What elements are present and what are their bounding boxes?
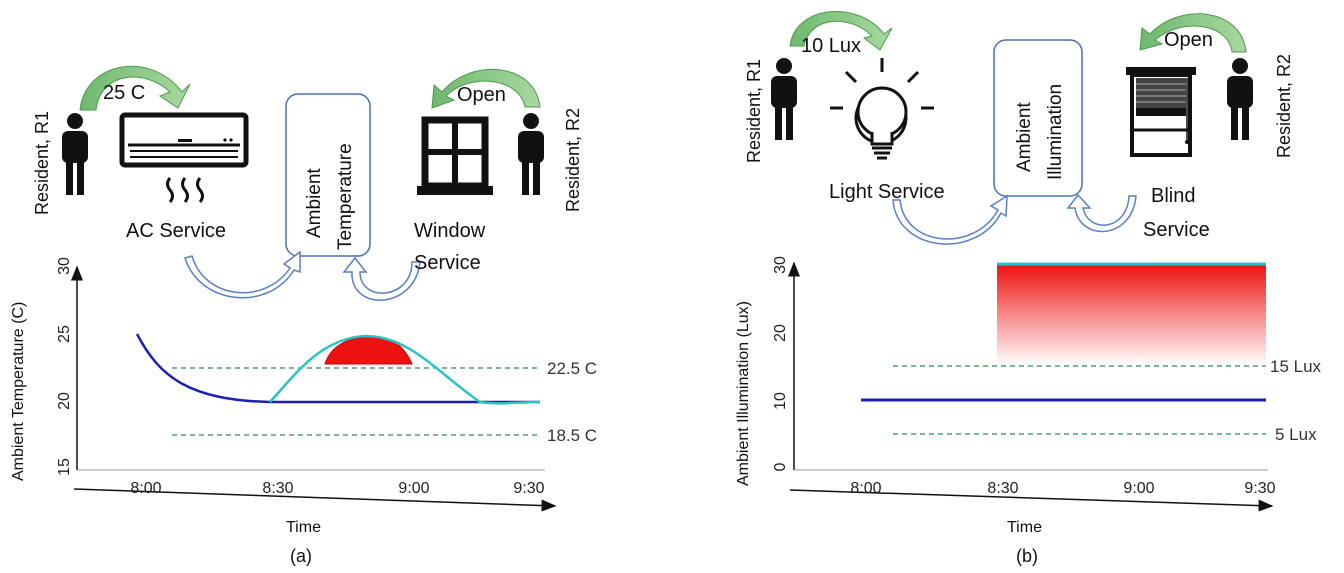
- caption-b: (b): [1016, 546, 1038, 566]
- resident-r1-label: Resident, R1: [32, 111, 52, 215]
- x-tick-label: 8:00: [130, 480, 161, 497]
- caption-a: (a): [290, 546, 312, 566]
- y-tick-label: 0: [772, 462, 789, 471]
- window-icon: [417, 116, 493, 195]
- ambient-label-2: Illumination: [1045, 84, 1066, 180]
- panel-a: Resident, R1 25 C AC Service: [10, 65, 597, 566]
- resident-r2-label: Resident, R2: [563, 108, 583, 212]
- x-axis-label: Time: [286, 519, 321, 536]
- setpoint-arrow: 25 C: [79, 65, 191, 111]
- person-icon: [771, 58, 797, 140]
- panel-b: Resident, R1 10 Lux Light Service: [735, 11, 1322, 566]
- blind-icon: [1126, 67, 1196, 157]
- blind-label-2: Service: [1143, 219, 1210, 241]
- chart-b: 0 10 20 30 8:00 8:30 9:00 9:30 Ambient Illumin…: [735, 256, 1322, 536]
- y-tick-label: 15: [56, 458, 73, 476]
- y-axis-label: Ambient Illumination (Lux): [735, 301, 752, 486]
- x-tick-label: 9:00: [1123, 480, 1154, 497]
- person-icon: [518, 113, 544, 195]
- resident-r2-label: Resident, R2: [1274, 54, 1294, 158]
- setpoint-label: 10 Lux: [801, 35, 861, 57]
- x-tick-label: 9:30: [1244, 480, 1275, 497]
- ambient-label-1: Ambient: [304, 168, 325, 238]
- setpoint-arrow: 10 Lux: [789, 11, 893, 57]
- window-open-arrow: Open: [431, 69, 541, 109]
- window-label-1: Window: [414, 220, 486, 242]
- window-to-box-arrow: [342, 256, 421, 301]
- series-window-temperature: [269, 334, 541, 405]
- chart-a: 15 20 25 30 8:00 8:30 9:00 9:30 Ambient Temper…: [10, 257, 597, 536]
- x-tick-label: 8:00: [850, 480, 881, 497]
- y-tick-label: 10: [772, 392, 789, 410]
- y-tick-label: 20: [56, 392, 73, 410]
- lower-threshold-label: 18.5 C: [547, 426, 597, 445]
- lower-threshold-label: 5 Lux: [1275, 425, 1317, 444]
- ac-service-label: AC Service: [126, 220, 226, 242]
- y-axis-label: Ambient Temperature (C): [10, 302, 27, 481]
- x-axis-label: Time: [1007, 519, 1042, 536]
- y-tick-label: 30: [772, 256, 789, 274]
- time-arrow: [73, 488, 557, 512]
- x-tick-label: 9:30: [513, 480, 544, 497]
- comfort-violation-area: [997, 264, 1266, 365]
- person-icon: [1227, 58, 1253, 140]
- light-bulb-icon: [830, 58, 934, 160]
- ambient-label-1: Ambient: [1014, 102, 1035, 172]
- y-tick-label: 30: [56, 257, 73, 275]
- light-service-label: Light Service: [829, 181, 945, 203]
- x-tick-label: 8:30: [262, 480, 293, 497]
- ambient-label-2: Temperature: [335, 143, 356, 250]
- x-tick-label: 9:00: [398, 480, 429, 497]
- y-tick-label: 20: [772, 324, 789, 342]
- upper-threshold-label: 22.5 C: [547, 359, 597, 378]
- blind-open-label: Open: [1164, 29, 1213, 51]
- y-tick-label: 25: [56, 325, 73, 343]
- ac-icon: [119, 112, 249, 203]
- person-icon: [62, 113, 88, 195]
- blind-open-arrow: Open: [1139, 13, 1247, 53]
- window-label-2: Service: [414, 252, 481, 274]
- ambient-illumination-box: [993, 39, 1083, 197]
- light-to-box-arrow: [892, 194, 1008, 245]
- blind-to-box-arrow: [1066, 193, 1137, 233]
- upper-threshold-label: 15 Lux: [1270, 357, 1322, 376]
- time-arrow: [789, 489, 1274, 512]
- blind-label-1: Blind: [1151, 185, 1195, 207]
- window-open-label: Open: [457, 84, 506, 106]
- x-tick-label: 8:30: [987, 480, 1018, 497]
- resident-r1-label: Resident, R1: [744, 59, 764, 163]
- ambient-temperature-box: [285, 93, 371, 257]
- setpoint-label: 25 C: [103, 82, 145, 104]
- series-ac-temperature: [135, 333, 540, 404]
- ac-to-box-arrow: [184, 250, 301, 299]
